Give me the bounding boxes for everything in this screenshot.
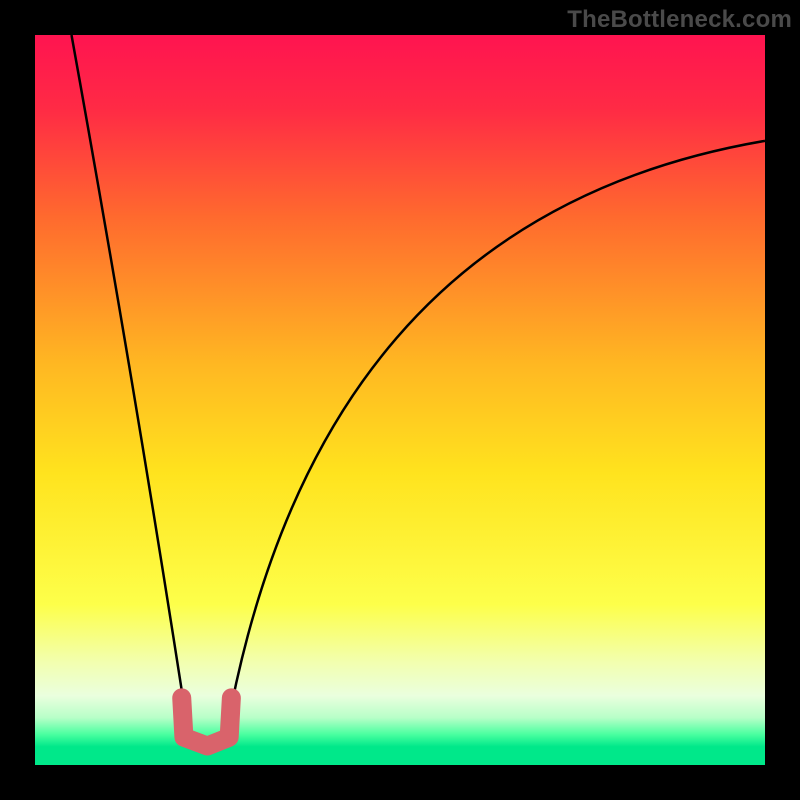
bottom-green-band xyxy=(35,747,765,765)
frame-bottom xyxy=(0,765,800,800)
frame-right xyxy=(765,0,800,800)
watermark-text: TheBottleneck.com xyxy=(567,6,792,34)
bottleneck-chart xyxy=(0,0,800,800)
frame-left xyxy=(0,0,35,800)
plot-background xyxy=(35,35,765,765)
